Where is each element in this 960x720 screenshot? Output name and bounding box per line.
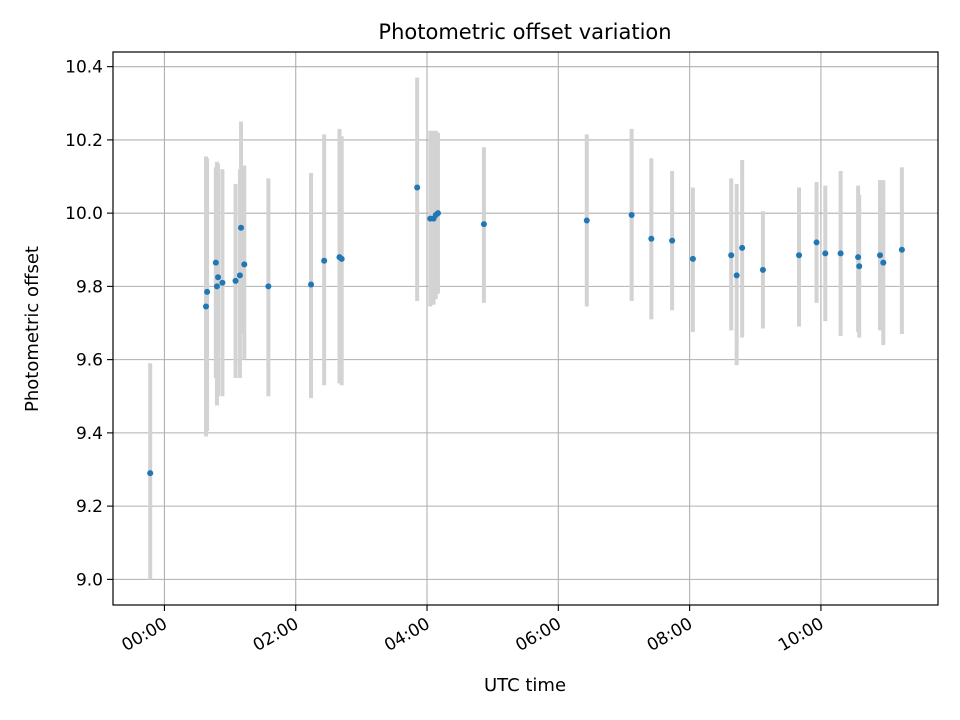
data-point <box>321 257 328 264</box>
data-point <box>759 266 766 273</box>
data-point <box>219 279 226 286</box>
data-point <box>213 283 220 290</box>
data-point <box>898 246 905 253</box>
data-point <box>308 281 315 288</box>
data-point <box>648 235 655 242</box>
y-tick-label: 9.4 <box>76 424 103 444</box>
data-point <box>480 221 487 228</box>
data-point <box>813 239 820 246</box>
data-point <box>689 255 696 262</box>
data-point <box>628 211 635 218</box>
y-tick-label: 10.0 <box>65 204 103 224</box>
data-point <box>880 259 887 266</box>
data-point <box>238 224 245 231</box>
y-axis: 9.0 9.2 9.4 9.6 9.8 10.0 10.2 10.4 <box>65 58 113 590</box>
y-tick-label: 9.0 <box>76 570 103 590</box>
chart-title: Photometric offset variation <box>378 20 671 44</box>
y-tick-label: 10.4 <box>65 58 103 78</box>
data-point <box>434 210 441 217</box>
data-point <box>733 272 740 279</box>
y-tick-label: 9.6 <box>76 351 103 371</box>
data-point <box>837 250 844 257</box>
data-point <box>796 252 803 259</box>
y-tick-label: 10.2 <box>65 131 103 151</box>
data-point <box>414 184 421 191</box>
data-points <box>147 184 905 477</box>
data-point <box>822 250 829 257</box>
data-point <box>215 274 222 281</box>
data-point <box>147 470 154 477</box>
data-point <box>728 252 735 259</box>
data-point <box>204 288 211 295</box>
data-point <box>583 217 590 224</box>
data-point <box>877 252 884 259</box>
plot-area-frame <box>112 51 939 606</box>
data-point <box>236 272 243 279</box>
data-point <box>669 237 676 244</box>
data-point <box>265 283 272 290</box>
x-axis-label: UTC time <box>484 675 566 696</box>
data-point <box>241 261 248 268</box>
data-point <box>212 259 219 266</box>
data-point <box>338 255 345 262</box>
y-axis-label: Photometric offset <box>22 246 43 412</box>
y-tick-label: 9.2 <box>76 497 103 517</box>
data-point <box>232 277 239 284</box>
y-tick-label: 9.8 <box>76 277 103 297</box>
data-point <box>855 254 862 261</box>
data-point <box>739 244 746 251</box>
data-point <box>856 263 863 270</box>
data-point <box>203 303 210 310</box>
